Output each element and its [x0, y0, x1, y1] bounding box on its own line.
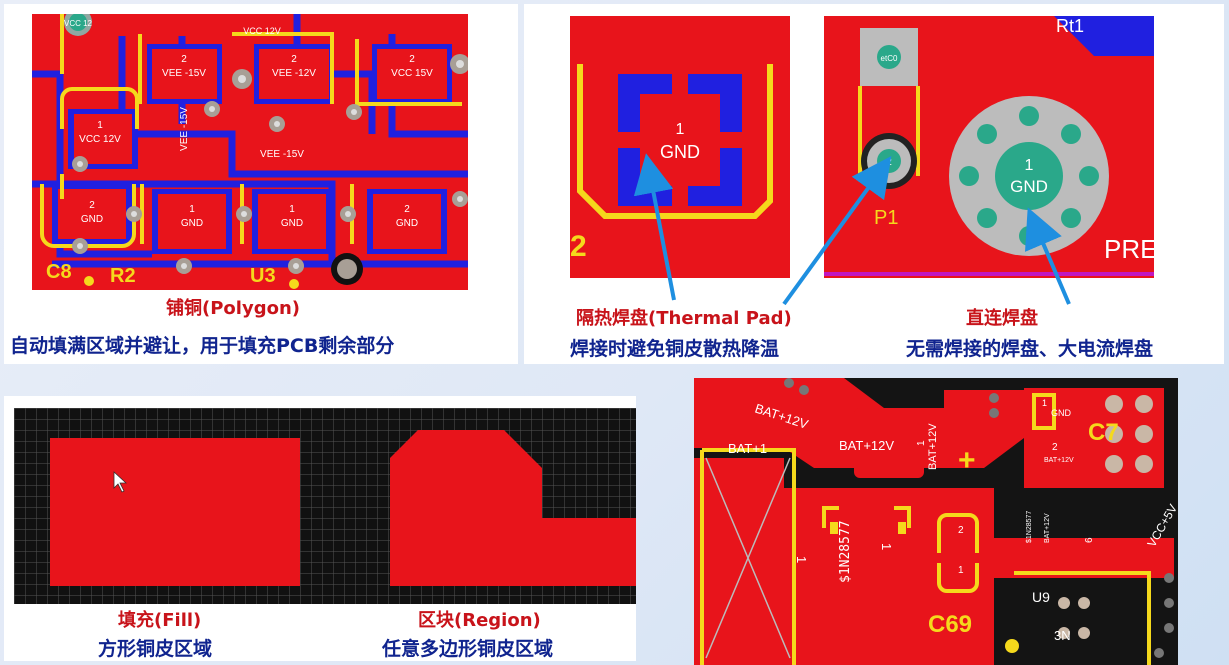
direct-pad-view: etC0 2 P1 Rt1 1 GND PRE [824, 16, 1154, 278]
direct-pin-number: 1 [1025, 157, 1034, 174]
board-label-gnd: GND [1051, 408, 1072, 418]
thermal-title: 隔热焊盘(Thermal Pad) [576, 308, 792, 329]
label-vee15-vert: VEE -15V [179, 107, 190, 151]
label-rt1: Rt1 [1056, 16, 1084, 36]
cursor-icon [113, 471, 128, 493]
label-c8: C8 [46, 261, 72, 283]
polygon-desc: 自动填满区域并避让，用于填充PCB剩余部分 [10, 335, 395, 357]
label-vee12: VEE -12V [272, 68, 316, 79]
board-label-1n-tiny: $1N28577 [1026, 511, 1033, 543]
region-title: 区块(Region) [418, 610, 541, 631]
label-pin1-b: 1 [189, 204, 195, 215]
fill-region-panel: 填充(Fill) 方形铜皮区域 区块(Region) 任意多边形铜皮区域 [4, 396, 636, 661]
label-vcc12-top: VCC 12 [64, 19, 93, 28]
polygon-panel: VCC 12 VCC 12V 2 VEE -15V 2 VEE -12V 2 V… [4, 4, 518, 364]
label-pin1-c: 1 [289, 204, 295, 215]
square-pad-net: etC0 [881, 54, 898, 63]
fill-title: 填充(Fill) [118, 610, 202, 631]
board-label-bat-vert: BAT+12V [927, 423, 939, 470]
direct-pad-drawing: etC0 2 P1 Rt1 1 GND PRE [824, 16, 1154, 278]
board-label-one-mid: 1 [879, 543, 894, 550]
fill-desc: 方形铜皮区域 [98, 638, 213, 660]
board-label-one-gnd: 1 [1042, 398, 1047, 408]
label-r2: R2 [110, 265, 136, 287]
board-label-e: 6 [1084, 537, 1095, 543]
board-label-one-c69: 1 [958, 565, 964, 576]
fill-region-drawing [14, 408, 636, 604]
label-gnd-c: GND [281, 218, 303, 229]
label-pin2-b: 2 [291, 54, 297, 65]
thermal-desc: 焊接时避免铜皮散热降温 [570, 338, 780, 360]
label-pin2-c: 2 [409, 54, 415, 65]
board-label-one-side: 1 [794, 556, 809, 563]
label-pin2-d: 2 [404, 204, 410, 215]
board-label-bat3: BAT+1 [728, 441, 767, 456]
thermal-edge-digit: 2 [570, 230, 587, 263]
pad-types-panel: 1 GND 2 etC0 2 P1 Rt1 [524, 4, 1224, 364]
label-u3: U3 [250, 265, 276, 287]
label-vcc12-top2: VCC 12V [243, 26, 281, 36]
label-vee15-mid: VEE -15V [260, 149, 304, 160]
fill-region-grid-view [14, 408, 636, 604]
polygon-pcb-drawing: VCC 12 VCC 12V 2 VEE -15V 2 VEE -12V 2 V… [32, 14, 468, 290]
direct-desc: 无需焊接的焊盘、大电流焊盘 [906, 338, 1154, 360]
thermal-pad-view: 1 GND 2 [570, 16, 790, 278]
board-label-two: 2 [1052, 442, 1058, 453]
board-drawing: BAT+12V BAT+12V BAT+1 BAT+12V 1 1 1 GND … [694, 378, 1178, 665]
round-pad-pin: 2 [886, 157, 892, 168]
board-view: BAT+12V BAT+12V BAT+1 BAT+12V 1 1 1 GND … [694, 378, 1178, 665]
board-label-plus: + [958, 444, 976, 477]
board-label-one-vert: 1 [916, 440, 927, 446]
thermal-pin-number: 1 [676, 121, 685, 138]
board-label-diode2: $1N28577 [838, 520, 853, 583]
board-label-two-c69: 2 [958, 525, 964, 536]
label-p1: P1 [874, 207, 898, 229]
region-polygon [390, 430, 636, 586]
label-pin2-gnd: 2 [89, 200, 95, 211]
label-vee15-a: VEE -15V [162, 68, 206, 79]
region-desc: 任意多边形铜皮区域 [382, 638, 554, 660]
board-label-u: U9 [1032, 589, 1050, 605]
fill-rectangle [50, 438, 300, 586]
label-pre: PRE [1104, 234, 1154, 264]
board-label-bat2: BAT+12V [839, 438, 894, 453]
label-vcc15: VCC 15V [391, 68, 433, 79]
board-label-c69: C69 [928, 611, 972, 638]
direct-title: 直连焊盘 [966, 308, 1038, 329]
board-label-c7: C7 [1088, 419, 1119, 446]
label-pin2-a: 2 [181, 54, 187, 65]
board-label-3n: 3N [1054, 628, 1071, 643]
label-gnd-a: GND [81, 214, 103, 225]
label-gnd-b: GND [181, 218, 203, 229]
board-label-bat-tiny: BAT+12V [1044, 513, 1051, 543]
label-pin1-vcc: 1 [97, 120, 103, 131]
label-vcc12: VCC 12V [79, 134, 121, 145]
direct-net-label: GND [1010, 177, 1048, 196]
polygon-title: 铺铜(Polygon) [166, 298, 300, 319]
polygon-pcb-view: VCC 12 VCC 12V 2 VEE -15V 2 VEE -12V 2 V… [32, 14, 468, 290]
board-label-bat-small: BAT+12V [1044, 457, 1074, 464]
label-gnd-d: GND [396, 218, 418, 229]
thermal-net-label: GND [660, 142, 700, 162]
thermal-pad-drawing: 1 GND 2 [570, 16, 790, 278]
